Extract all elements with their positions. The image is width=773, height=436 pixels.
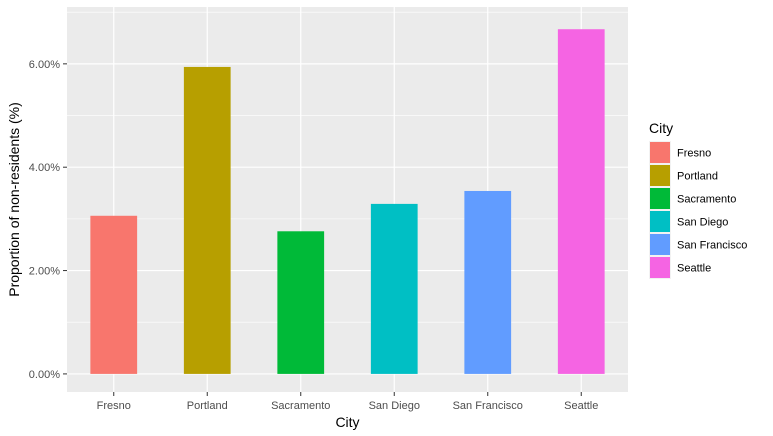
x-axis: Fresno Portland Sacramento San Diego San Fra… xyxy=(97,392,598,412)
legend-swatch xyxy=(650,257,670,278)
panel-background xyxy=(67,7,628,392)
plot-panel xyxy=(67,7,628,392)
y-axis: 0.00% 2.00% 4.00% 6.00% xyxy=(29,59,67,381)
x-tick-label: Portland xyxy=(187,400,228,412)
legend-label: San Francisco xyxy=(677,240,747,252)
legend-label: Seattle xyxy=(677,263,711,275)
bar-portland xyxy=(183,66,231,374)
x-axis-title: City xyxy=(335,414,359,430)
x-tick-label: Fresno xyxy=(97,400,131,412)
legend-label: Fresno xyxy=(677,148,711,160)
legend-swatch xyxy=(650,142,670,163)
bar-san-francisco xyxy=(464,190,512,374)
legend-swatch xyxy=(650,234,670,255)
x-tick-label: Sacramento xyxy=(271,400,330,412)
bar-seattle xyxy=(557,29,605,374)
legend: City Fresno Portland Sacramento San Diego Sa… xyxy=(649,120,747,279)
bar-san-diego xyxy=(370,203,418,374)
bars xyxy=(90,29,605,374)
y-tick-label: 6.00% xyxy=(29,59,60,71)
y-tick-label: 0.00% xyxy=(29,369,60,381)
legend-swatch xyxy=(650,211,670,232)
bar-fresno xyxy=(90,215,138,374)
legend-swatch xyxy=(650,188,670,209)
x-tick-label: Seattle xyxy=(564,400,598,412)
legend-label: Sacramento xyxy=(677,194,736,206)
legend-label: Portland xyxy=(677,171,718,183)
y-tick-label: 2.00% xyxy=(29,266,60,278)
legend-swatch xyxy=(650,165,670,186)
y-axis-title: Proportion of non-residents (%) xyxy=(6,102,22,297)
y-tick-label: 4.00% xyxy=(29,162,60,174)
legend-title: City xyxy=(649,120,673,136)
x-tick-label: San Francisco xyxy=(453,400,523,412)
legend-label: San Diego xyxy=(677,217,728,229)
bar-sacramento xyxy=(277,231,325,374)
x-tick-label: San Diego xyxy=(369,400,420,412)
